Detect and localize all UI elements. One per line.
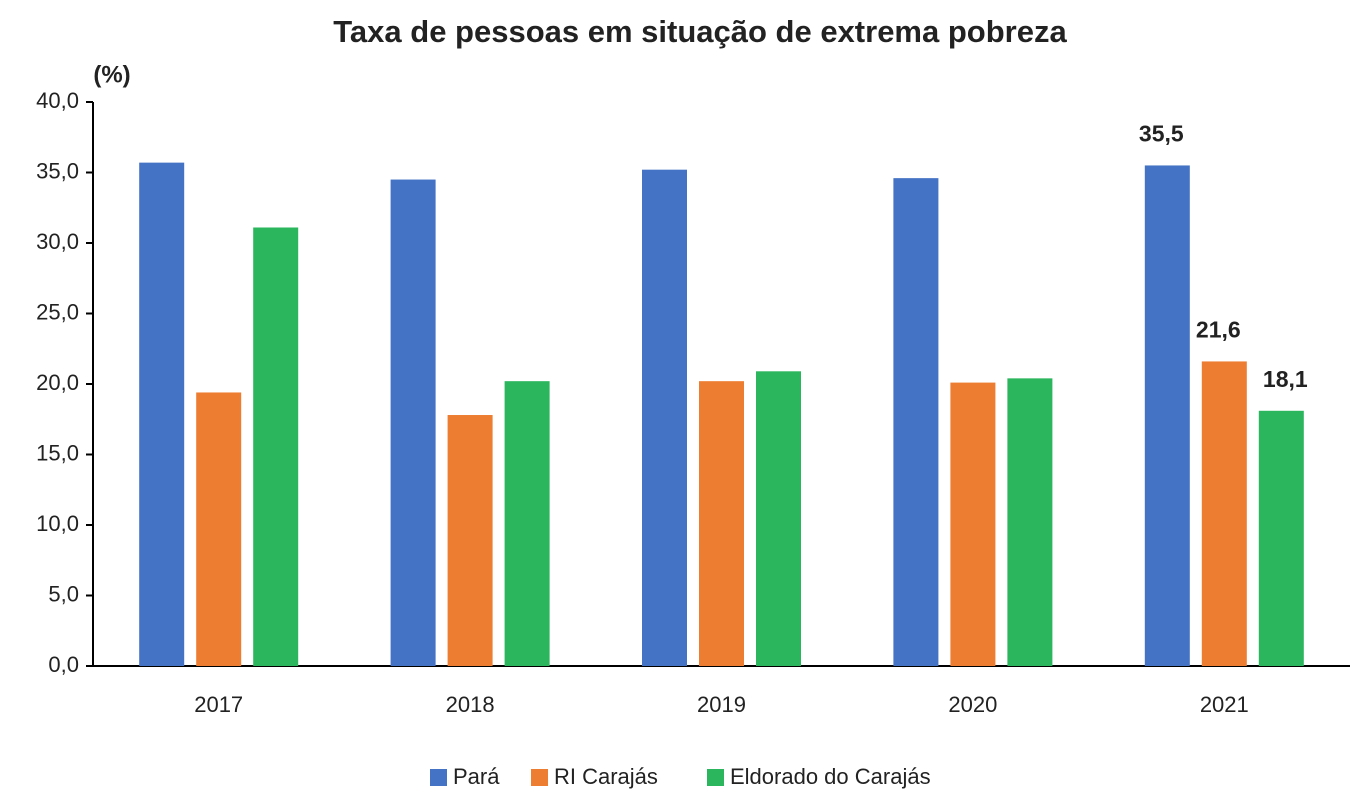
chart-title: Taxa de pessoas em situação de extrema p… <box>333 14 1067 49</box>
x-tick-label: 2021 <box>1200 692 1249 717</box>
y-tick-label: 0,0 <box>48 652 79 677</box>
legend-label: RI Carajás <box>554 764 658 789</box>
legend-swatch <box>430 769 447 786</box>
bar <box>1144 165 1190 666</box>
y-tick-label: 40,0 <box>36 88 79 113</box>
data-label: 21,6 <box>1196 317 1241 343</box>
y-tick-label: 35,0 <box>36 158 79 183</box>
bar <box>447 415 493 666</box>
legend-swatch <box>531 769 548 786</box>
y-axis-label: (%) <box>93 61 130 88</box>
x-tick-label: 2017 <box>194 692 243 717</box>
bar <box>504 381 550 666</box>
bar <box>139 162 185 666</box>
y-tick-label: 30,0 <box>36 229 79 254</box>
bar <box>756 371 801 666</box>
data-label: 35,5 <box>1139 121 1184 147</box>
bar <box>642 169 687 666</box>
bar <box>699 381 744 666</box>
bar <box>950 382 996 666</box>
bar <box>1201 361 1247 666</box>
y-tick-label: 20,0 <box>36 370 79 395</box>
x-tick-label: 2019 <box>697 692 746 717</box>
legend-label: Pará <box>453 764 500 789</box>
bar <box>253 227 299 667</box>
y-tick-label: 5,0 <box>48 581 79 606</box>
bar <box>1258 410 1304 666</box>
bar <box>893 178 939 666</box>
bar <box>1007 378 1053 666</box>
y-tick-label: 10,0 <box>36 511 79 536</box>
bar <box>390 179 436 667</box>
x-tick-label: 2020 <box>948 692 997 717</box>
data-label: 18,1 <box>1263 366 1308 392</box>
legend-label: Eldorado do Carajás <box>730 764 931 789</box>
x-tick-label: 2018 <box>446 692 495 717</box>
bar <box>196 392 242 666</box>
legend-swatch <box>707 769 724 786</box>
y-tick-label: 25,0 <box>36 299 79 324</box>
y-tick-label: 15,0 <box>36 440 79 465</box>
